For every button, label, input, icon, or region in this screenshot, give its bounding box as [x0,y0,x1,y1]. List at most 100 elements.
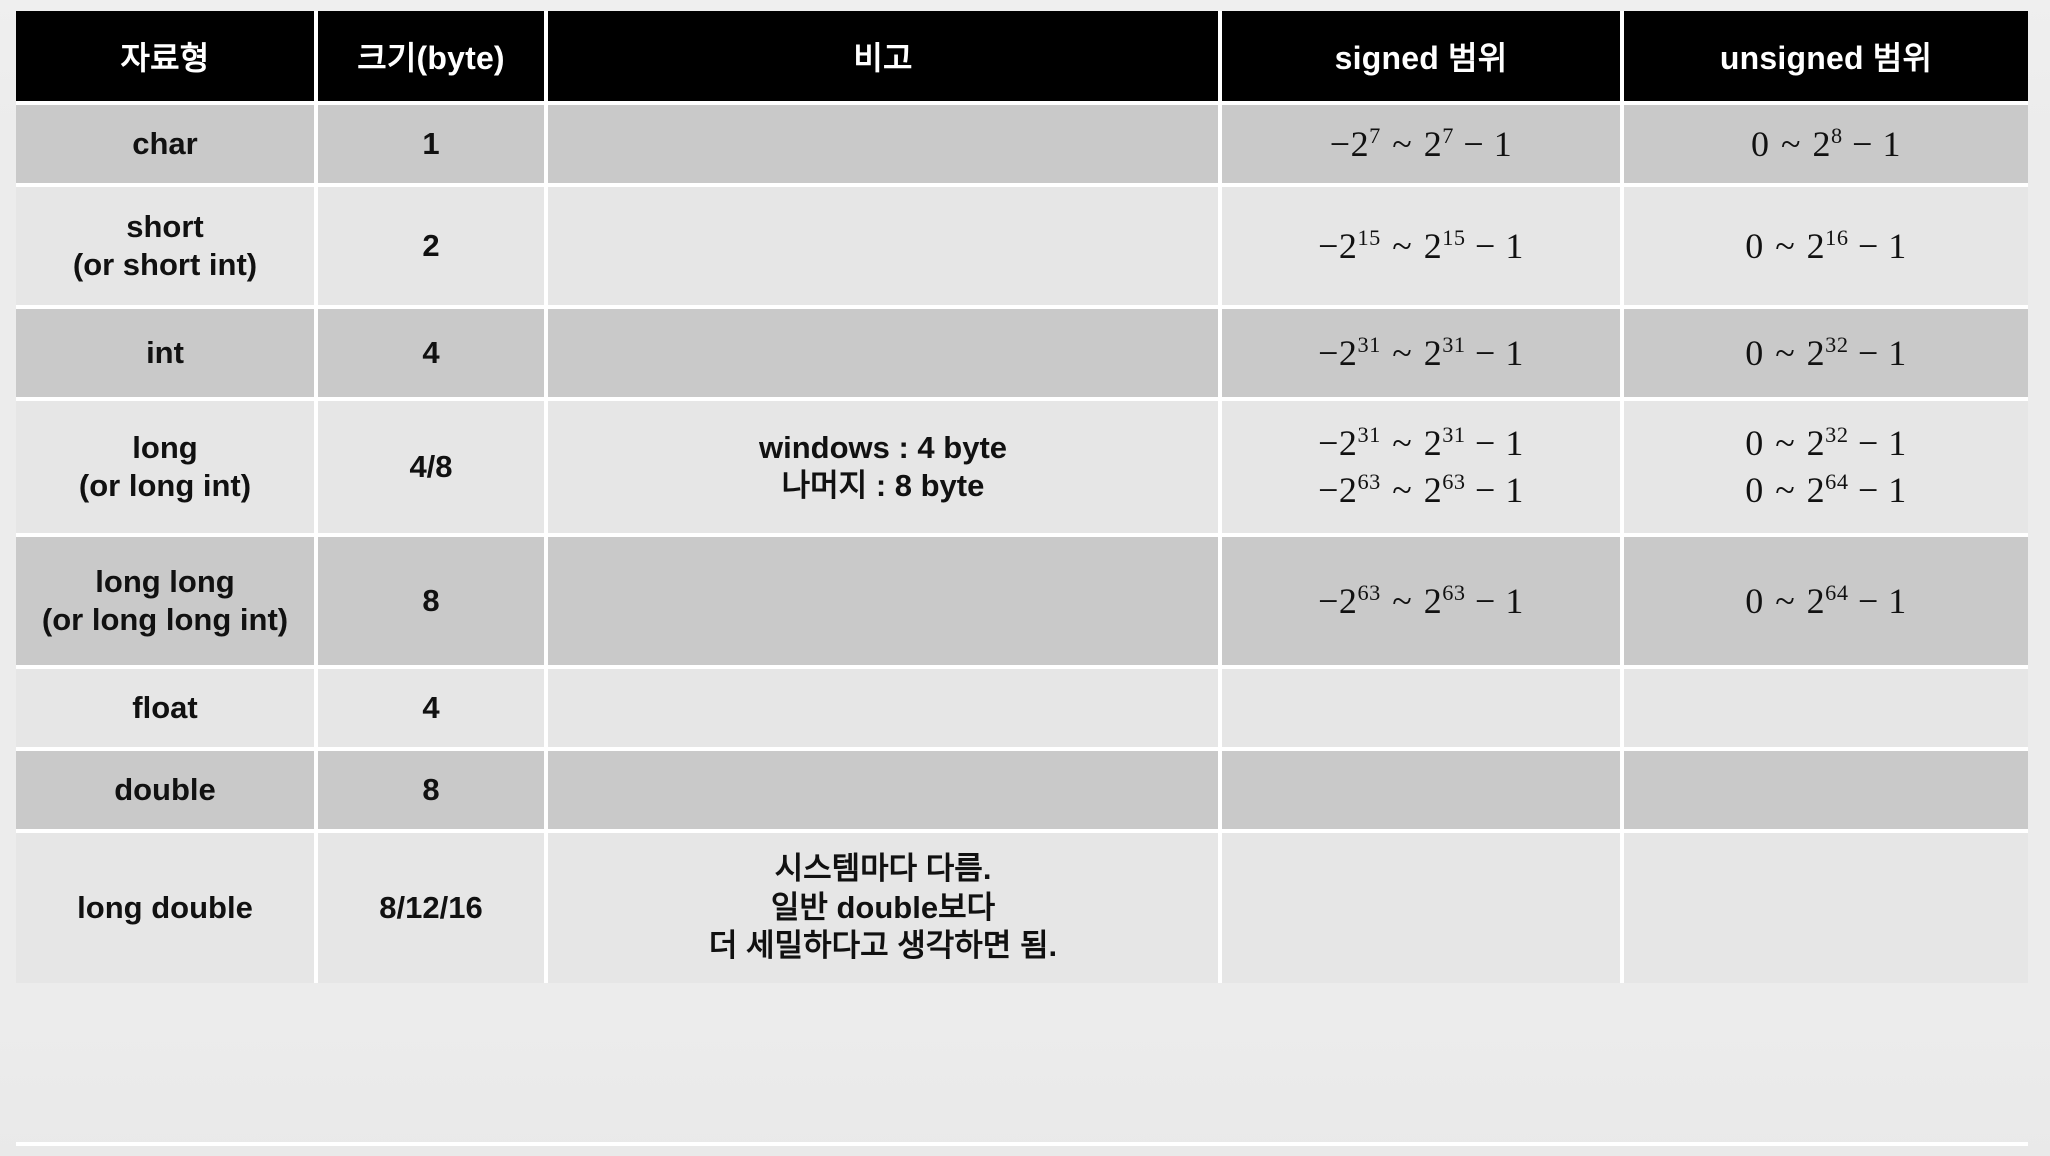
data-type-name-line: double [114,771,216,807]
column-header-unsigned: unsigned 범위 [1624,11,2028,105]
data-type-name: long (or long int) [22,429,308,506]
cell-size-bytes: 8/12/16 [318,833,548,983]
column-header-signed: signed 범위 [1222,11,1624,105]
header-row: 자료형 크기(byte) 비고 signed 범위 unsigned 범위 [16,11,2028,105]
cell-data-type: float [16,669,318,751]
data-type-name-line: long double [77,889,253,925]
signed-range: −231 ~ 231 − 1 [1228,330,1614,377]
table-row: long long (or long long int) 8 −263 ~ 263 −… [16,537,2028,669]
c-data-types-table: 자료형 크기(byte) 비고 signed 범위 unsigned 범위 ch… [16,11,2028,983]
data-type-name: int [22,334,308,372]
unsigned-range: 0 ~ 264 − 1 [1630,578,2022,625]
cell-size-bytes: 8 [318,751,548,833]
table-row: char 1 −27 ~ 27 − 1 0 ~ 28 − 1 [16,105,2028,187]
cell-unsigned-range: 0 ~ 216 − 1 [1624,187,2028,309]
cell-remarks: windows : 4 byte 나머지 : 8 byte [548,401,1222,537]
signed-range: −231 ~ 231 − 1 −263 ~ 263 − 1 [1228,420,1614,514]
remark-text-line: 일반 double보다 [770,889,996,925]
cell-data-type: double [16,751,318,833]
cell-unsigned-range [1624,833,2028,983]
signed-range: −263 ~ 263 − 1 [1228,578,1614,625]
data-type-name-line: (or short int) [72,247,258,282]
column-header-type: 자료형 [16,11,318,105]
cell-data-type: short (or short int) [16,187,318,309]
unsigned-range-expression: 0 ~ 264 − 1 [1745,469,1907,510]
cell-size-bytes: 4 [318,309,548,401]
cell-size-bytes: 4/8 [318,401,548,537]
remark-text-line: 더 세밀하다고 생각하면 됨. [708,928,1058,964]
signed-range-expression: −231 ~ 231 − 1 [1318,331,1524,373]
cell-signed-range [1222,669,1624,751]
signed-range-expression: −231 ~ 231 − 1 [1318,422,1524,464]
cell-data-type: long long (or long long int) [16,537,318,669]
table-row: float 4 [16,669,2028,751]
signed-range-expression: −215 ~ 215 − 1 [1318,224,1524,266]
data-type-name-line: float [132,689,198,725]
cell-data-type: long double [16,833,318,983]
unsigned-range: 0 ~ 232 − 1 0 ~ 264 − 1 [1630,420,2022,514]
cell-size-bytes: 8 [318,537,548,669]
data-types-table-container: 자료형 크기(byte) 비고 signed 범위 unsigned 범위 ch… [16,11,2028,1146]
unsigned-range-expression: 0 ~ 216 − 1 [1745,224,1907,266]
data-type-name-line: int [146,334,184,370]
unsigned-range-expression: 0 ~ 264 − 1 [1745,579,1907,621]
data-type-name: float [22,689,308,727]
cell-remarks [548,105,1222,187]
signed-range: −215 ~ 215 − 1 [1228,223,1614,270]
remark-text-line: 나머지 : 8 byte [781,468,985,503]
table-row: long (or long int) 4/8 windows : 4 byte 나머지 … [16,401,2028,537]
table-header: 자료형 크기(byte) 비고 signed 범위 unsigned 범위 [16,11,2028,105]
data-type-name-line: char [132,125,198,161]
cell-signed-range: −231 ~ 231 − 1 [1222,309,1624,401]
data-type-name-line: (or long int) [78,468,252,503]
cell-unsigned-range: 0 ~ 264 − 1 [1624,537,2028,669]
cell-signed-range: −215 ~ 215 − 1 [1222,187,1624,309]
remark-text: 시스템마다 다름. 일반 double보다 더 세밀하다고 생각하면 됨. [554,850,1212,965]
unsigned-range-expression: 0 ~ 232 − 1 [1745,422,1907,464]
table-row: double 8 [16,751,2028,833]
remark-text: windows : 4 byte 나머지 : 8 byte [554,429,1212,506]
data-type-name: long long (or long long int) [22,563,308,640]
unsigned-range-expression: 0 ~ 232 − 1 [1745,331,1907,373]
unsigned-range: 0 ~ 216 − 1 [1630,223,2022,270]
table-row: int 4 −231 ~ 231 − 1 0 ~ 232 − 1 [16,309,2028,401]
cell-remarks [548,751,1222,833]
signed-range-expression: −263 ~ 263 − 1 [1318,469,1524,510]
cell-signed-range: −263 ~ 263 − 1 [1222,537,1624,669]
cell-signed-range: −231 ~ 231 − 1 −263 ~ 263 − 1 [1222,401,1624,537]
cell-data-type: char [16,105,318,187]
data-type-name: char [22,125,308,163]
cell-remarks [548,537,1222,669]
column-header-size: 크기(byte) [318,11,548,105]
cell-size-bytes: 4 [318,669,548,751]
cell-unsigned-range: 0 ~ 28 − 1 [1624,105,2028,187]
remark-text-line: 시스템마다 다름. [774,851,992,887]
cell-signed-range: −27 ~ 27 − 1 [1222,105,1624,187]
unsigned-range: 0 ~ 232 − 1 [1630,330,2022,377]
cell-size-bytes: 2 [318,187,548,309]
table-row: long double 8/12/16 시스템마다 다름. 일반 double보다 더 … [16,833,2028,983]
data-type-name: short (or short int) [22,208,308,285]
unsigned-range-expression: 0 ~ 28 − 1 [1751,122,1901,164]
cell-size-bytes: 1 [318,105,548,187]
cell-remarks [548,669,1222,751]
data-type-name-line: short [126,208,204,244]
cell-data-type: long (or long int) [16,401,318,537]
cell-unsigned-range [1624,669,2028,751]
data-type-name-line: long long [95,563,235,599]
data-type-name-line: long [132,429,198,465]
cell-remarks: 시스템마다 다름. 일반 double보다 더 세밀하다고 생각하면 됨. [548,833,1222,983]
cell-data-type: int [16,309,318,401]
signed-range-expression: −263 ~ 263 − 1 [1318,579,1524,621]
signed-range-expression: −27 ~ 27 − 1 [1329,122,1513,164]
cell-unsigned-range [1624,751,2028,833]
column-header-note: 비고 [548,11,1222,105]
cell-unsigned-range: 0 ~ 232 − 1 0 ~ 264 − 1 [1624,401,2028,537]
table-body: char 1 −27 ~ 27 − 1 0 ~ 28 − 1 short (or shor… [16,105,2028,983]
unsigned-range: 0 ~ 28 − 1 [1630,121,2022,168]
signed-range: −27 ~ 27 − 1 [1228,121,1614,168]
cell-remarks [548,309,1222,401]
cell-signed-range [1222,833,1624,983]
cell-signed-range [1222,751,1624,833]
